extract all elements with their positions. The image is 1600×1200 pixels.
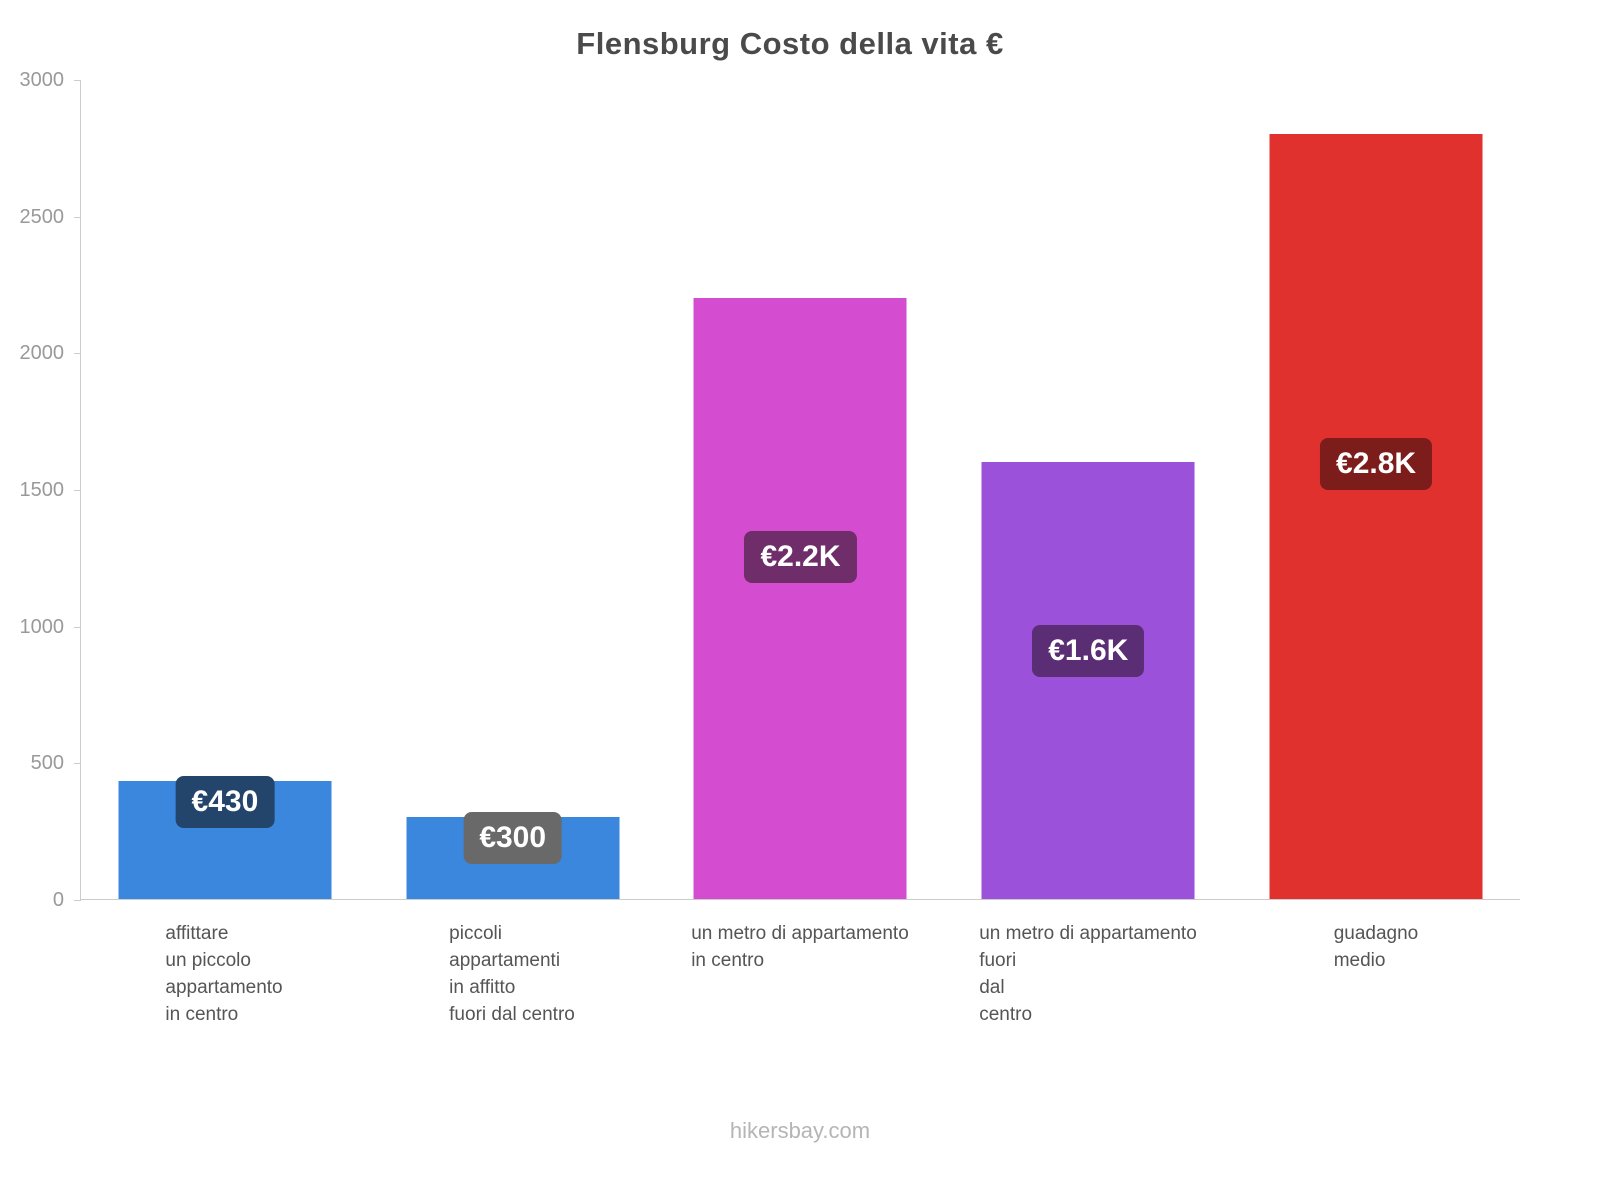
category-label: un metro di appartamento fuori dal centr… bbox=[979, 923, 1197, 1025]
category-label: affittare un piccolo appartamento in cen… bbox=[165, 923, 283, 1025]
y-tick-mark bbox=[74, 900, 81, 901]
bar-4 bbox=[981, 461, 1195, 899]
value-label-badge: €1.6K bbox=[1032, 624, 1145, 677]
category-label: un metro di appartamento in centro bbox=[691, 923, 909, 971]
y-tick-label: 2000 bbox=[19, 342, 65, 365]
bar-slot: €430 bbox=[81, 80, 369, 899]
value-label-badge: €2.8K bbox=[1320, 437, 1433, 490]
y-tick-mark bbox=[74, 80, 81, 81]
bar-3 bbox=[694, 297, 907, 899]
y-tick-label: 2500 bbox=[19, 205, 65, 228]
y-tick-mark bbox=[74, 353, 81, 355]
y-tick-mark bbox=[74, 490, 81, 491]
y-tick-mark bbox=[74, 626, 81, 628]
plot-area: €430 €300 €2.2K €1.6K €2.8K bbox=[74, 80, 1520, 901]
y-axis-labels: 0 500 1000 1500 2000 2500 3000 bbox=[0, 69, 80, 911]
bar-slot: €2.2K bbox=[657, 80, 945, 899]
watermark: hikersbay.com bbox=[729, 1118, 871, 1143]
category-label: piccoli appartamenti in affitto fuori da… bbox=[449, 923, 575, 1025]
y-tick-label: 0 bbox=[52, 889, 64, 911]
y-tick-mark bbox=[74, 216, 81, 218]
bar-slot: €1.6K bbox=[944, 80, 1232, 899]
chart-title: Flensburg Costo della vita € bbox=[576, 26, 1004, 61]
y-tick-label: 1000 bbox=[19, 615, 65, 638]
y-tick-label: 1500 bbox=[19, 479, 65, 501]
bar-slot: €300 bbox=[369, 80, 657, 899]
category-label: guadagno medio bbox=[1333, 923, 1419, 971]
value-label-badge: €2.2K bbox=[744, 531, 857, 584]
value-label-badge: €430 bbox=[175, 776, 275, 829]
category-slot: un metro di appartamento fuori dal centr… bbox=[944, 920, 1232, 1028]
category-slot: guadagno medio bbox=[1232, 920, 1520, 1028]
bar-5 bbox=[1269, 133, 1483, 899]
value-label-badge: €300 bbox=[463, 812, 563, 864]
category-slot: piccoli appartamenti in affitto fuori da… bbox=[368, 920, 656, 1028]
category-axis: affittare un piccolo appartamento in cen… bbox=[80, 920, 1520, 1028]
category-slot: un metro di appartamento in centro bbox=[656, 920, 944, 1028]
bar-slot: €2.8K bbox=[1232, 80, 1520, 899]
y-tick-mark bbox=[74, 763, 81, 765]
y-tick-label: 3000 bbox=[19, 69, 65, 91]
y-tick-label: 500 bbox=[30, 752, 64, 775]
category-slot: affittare un piccolo appartamento in cen… bbox=[80, 920, 368, 1028]
